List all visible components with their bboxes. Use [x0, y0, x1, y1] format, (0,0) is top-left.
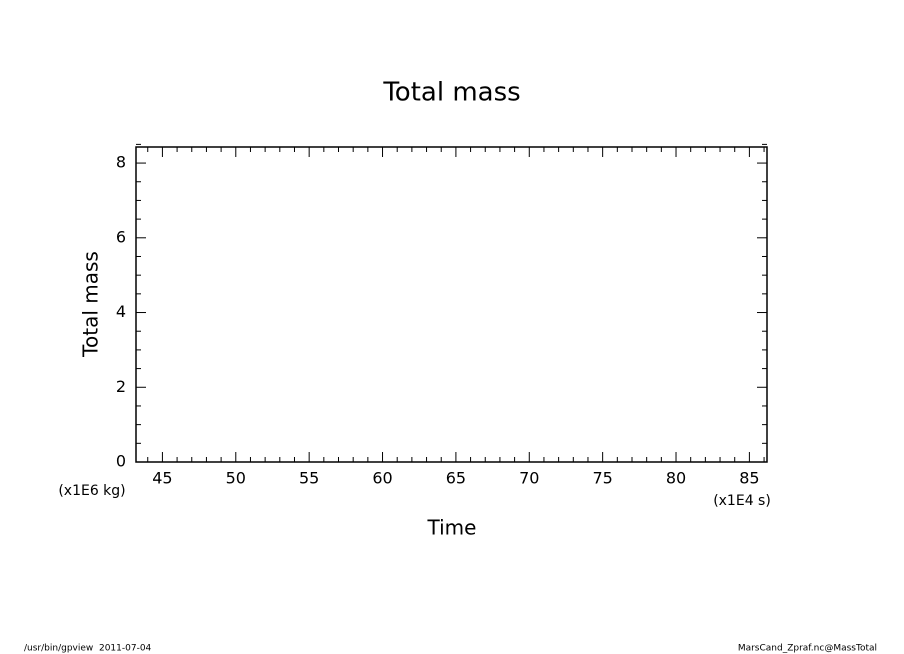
x-tick-label: 45 [152, 469, 172, 488]
y-tick-label: 0 [116, 452, 126, 471]
y-tick-label: 4 [116, 302, 126, 321]
y-tick-label: 6 [116, 227, 126, 246]
footer-right: MarsCand_Zpraf.nc@MassTotal [738, 644, 877, 654]
x-unit: (x1E4 s) [713, 493, 771, 509]
y-axis-label: Total mass [79, 251, 103, 358]
y-tick-label: 2 [116, 377, 126, 396]
x-tick-label: 80 [666, 469, 686, 488]
x-tick-label: 85 [739, 469, 759, 488]
x-tick-label: 65 [446, 469, 466, 488]
x-axis-label: Time [427, 516, 477, 540]
footer-left: /usr/bin/gpview 2011-07-04 [24, 644, 152, 654]
chart-title: Total mass [382, 78, 520, 108]
x-tick-label: 55 [299, 469, 319, 488]
y-tick-label: 8 [116, 153, 126, 172]
y-unit: (x1E6 kg) [58, 483, 125, 499]
plot-frame [135, 146, 768, 463]
x-tick-label: 75 [592, 469, 612, 488]
x-tick-label: 70 [519, 469, 539, 488]
x-tick-label: 60 [372, 469, 392, 488]
x-tick-label: 50 [226, 469, 246, 488]
